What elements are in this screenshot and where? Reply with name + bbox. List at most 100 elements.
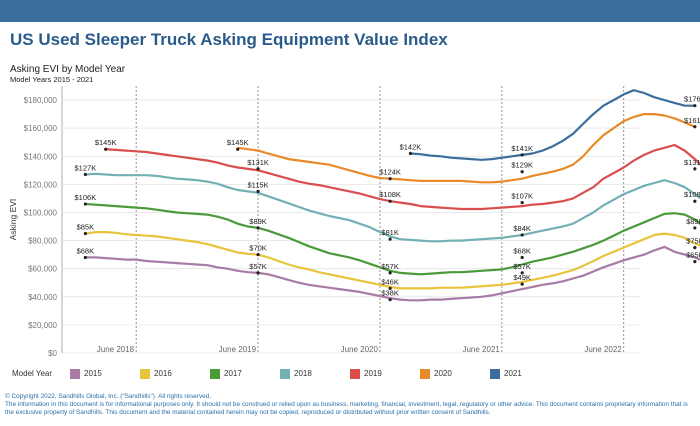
data-label: $85K	[77, 223, 95, 232]
annotation-dot	[388, 177, 392, 181]
data-label: $70K	[249, 244, 267, 253]
data-label: $127K	[75, 164, 97, 173]
annotation-dot	[83, 231, 87, 236]
chart-subsubtitle: Model Years 2015 - 2021	[10, 75, 94, 84]
data-label: $145K	[95, 138, 117, 147]
annotation-dot	[693, 125, 697, 129]
annotation-dot	[693, 260, 697, 264]
data-label: $84K	[513, 224, 531, 233]
data-label: $142K	[400, 142, 422, 151]
legend-label: 2020	[434, 369, 452, 378]
y-tick-label: $60,000	[28, 265, 57, 274]
y-tick-label: $160,000	[24, 124, 58, 133]
footer: © Copyright 2022, Sandhills Global, Inc.…	[5, 393, 695, 417]
legend-swatch	[280, 369, 290, 379]
data-label: $68K	[77, 246, 95, 255]
series-line-2016	[85, 231, 700, 290]
legend: Model Year 2015 2016 2017 2018 2019 2020 2021	[0, 367, 700, 381]
y-tick-label: $20,000	[28, 321, 57, 330]
annotation-dot	[83, 255, 87, 260]
annotation-dot	[256, 167, 260, 171]
legend-swatch	[490, 369, 500, 379]
y-tick-label: $0	[48, 349, 57, 358]
y-tick-label: $80,000	[28, 237, 57, 246]
annotation-dot	[83, 172, 87, 177]
data-label: $89K	[686, 217, 700, 226]
y-tick-label: $40,000	[28, 293, 57, 302]
annotation-dot	[693, 226, 697, 230]
annotation-dot	[256, 253, 260, 257]
annotation-dot	[408, 151, 413, 156]
data-label: $161K	[684, 116, 700, 125]
legend-label: 2021	[504, 369, 522, 378]
legend-swatch	[70, 369, 80, 379]
data-label: $57K	[513, 262, 531, 271]
legend-label: 2016	[154, 369, 172, 378]
legend-label: 2017	[224, 369, 242, 378]
y-tick-label: $180,000	[24, 96, 58, 105]
data-label: $89K	[249, 217, 267, 226]
x-tick-label: June 2020	[341, 345, 379, 354]
data-label: $75K	[686, 237, 700, 246]
series-line-2020	[237, 113, 696, 184]
annotation-dot	[388, 286, 392, 290]
data-label: $57K	[249, 262, 267, 271]
data-label: $141K	[511, 144, 533, 153]
chart-subtitle: Asking EVI by Model Year	[10, 64, 126, 75]
annotation-dot	[520, 282, 524, 286]
series-line-2017	[85, 202, 700, 276]
x-tick-label: June 2021	[462, 345, 500, 354]
line-chart: $0 $20,000 $40,000 $60,000 $80,000 $100,000 $1…	[8, 86, 700, 358]
data-label: $108K	[684, 190, 700, 199]
data-label: $38K	[381, 289, 399, 298]
annotation-dot	[693, 104, 697, 108]
annotation-dot	[693, 246, 697, 250]
copyright-text: © Copyright 2022, Sandhills Global, Inc.…	[5, 393, 212, 400]
annotation-dot	[520, 271, 524, 275]
annotation-dot	[693, 167, 697, 171]
legend-label: 2018	[294, 369, 312, 378]
data-label: $131K	[684, 158, 700, 167]
data-label: $46K	[381, 277, 399, 286]
x-tick-label: June 2019	[219, 345, 257, 354]
x-tick-label: June 2022	[584, 345, 622, 354]
annotation-dot	[256, 226, 260, 230]
annotation-dot	[520, 153, 524, 157]
legend-label: 2015	[84, 369, 102, 378]
page-title: US Used Sleeper Truck Asking Equipment V…	[10, 30, 448, 49]
legend-label: 2019	[364, 369, 382, 378]
data-label: $107K	[511, 192, 533, 201]
annotation-dot	[388, 271, 392, 275]
data-label: $65K	[686, 251, 700, 260]
legend-title: Model Year	[12, 369, 53, 378]
annotation-dot	[256, 189, 260, 193]
data-label: $115K	[247, 180, 268, 189]
annotation-dot	[388, 237, 392, 241]
y-tick-label: $140,000	[24, 152, 58, 161]
data-label: $176K	[684, 95, 700, 104]
annotation-dot	[520, 233, 524, 237]
annotation-dot	[388, 199, 392, 203]
legend-swatch	[350, 369, 360, 379]
series-line-2019	[105, 143, 700, 211]
y-axis-label: Asking EVI	[8, 199, 18, 241]
series-line-2021	[410, 89, 695, 161]
annotation-dot	[104, 147, 108, 151]
annotation-dot	[520, 170, 524, 174]
data-label: $129K	[511, 161, 533, 170]
legend-swatch	[420, 369, 430, 379]
data-label: $145K	[227, 138, 249, 147]
data-label: $81K	[381, 228, 399, 237]
header-bar	[0, 0, 700, 22]
annotation-dot	[256, 271, 260, 275]
annotation-dot	[388, 298, 392, 302]
data-label: $124K	[379, 168, 401, 177]
data-label: $57K	[381, 262, 399, 271]
data-label: $68K	[513, 246, 531, 255]
y-tick-label: $100,000	[24, 208, 58, 217]
series-line-2015	[85, 245, 700, 302]
annotation-dot	[236, 147, 240, 151]
data-label: $49K	[513, 273, 531, 282]
disclaimer-text: The information in this document is for …	[5, 401, 688, 416]
data-label: $108K	[379, 190, 401, 199]
